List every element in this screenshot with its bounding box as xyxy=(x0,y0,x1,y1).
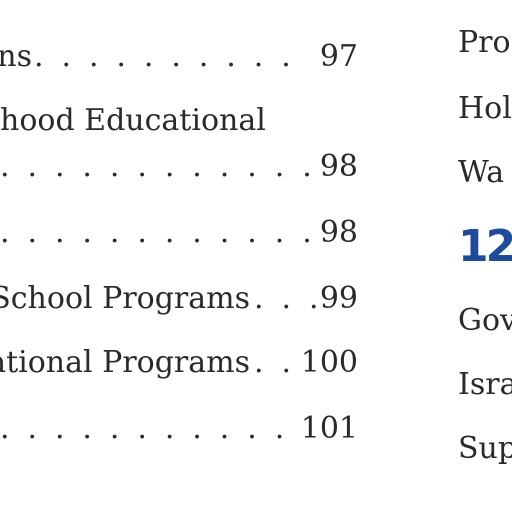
toc-page-number: 99 xyxy=(319,282,358,316)
toc-entry[interactable]: ns . . . . . . . . . . . . . . . . . . .… xyxy=(0,40,358,74)
toc-entry-title[interactable]: Pro xyxy=(458,25,511,60)
toc-page-number: 98 xyxy=(319,150,358,184)
toc-left-column: ns . . . . . . . . . . . . . . . . . . .… xyxy=(0,40,358,446)
leader-dots: . . . . . . . . . . . . . . . . . . . . … xyxy=(34,40,310,74)
leader-dots: . . . . . . . . . . . . . . . . . . . . … xyxy=(0,412,296,446)
leader-dots: . . . . . . . . . . . . . . . . . . . . … xyxy=(0,150,312,184)
toc-entry-title[interactable]: Isra xyxy=(458,367,512,402)
toc-entry-title: ational Programs xyxy=(0,346,250,380)
toc-entry-title: hood Educational xyxy=(0,104,266,138)
toc-entry[interactable]: . . . . . . . . . . . . . . . . . . . . … xyxy=(0,412,358,446)
toc-entry-title: ns xyxy=(0,40,32,74)
toc-page-number: 98 xyxy=(319,216,358,250)
toc-entry-title[interactable]: Hol xyxy=(458,91,512,126)
toc-right-column: Pro Hol Wa 124 Gov Isra Sup xyxy=(458,0,512,512)
toc-page-number: 101 xyxy=(300,412,358,446)
toc-entry-title[interactable]: Wa xyxy=(458,155,505,190)
toc-entry[interactable]: . . . . . . . . . . . . . . . . . . . . … xyxy=(0,150,358,184)
toc-entry[interactable]: hood Educational xyxy=(0,104,358,138)
toc-entry-title[interactable]: Sup xyxy=(458,431,512,466)
toc-entry[interactable]: ational Programs . . . . . . 100 xyxy=(0,346,358,380)
toc-entry-title[interactable]: Gov xyxy=(458,303,512,338)
leader-dots: . . . . . . . . xyxy=(254,282,316,316)
toc-page-number: 97 xyxy=(319,40,358,74)
toc-entry[interactable]: . . . . . . . . . . . . . . . . . . . . … xyxy=(0,216,358,250)
leader-dots: . . . . . . xyxy=(254,346,298,380)
toc-page-number: 100 xyxy=(300,346,358,380)
toc-entry-title: School Programs xyxy=(0,282,250,316)
toc-entry[interactable]: School Programs . . . . . . . . 99 xyxy=(0,282,358,316)
section-number: 124 xyxy=(458,221,512,272)
leader-dots: . . . . . . . . . . . . . . . . . . . . … xyxy=(0,216,312,250)
